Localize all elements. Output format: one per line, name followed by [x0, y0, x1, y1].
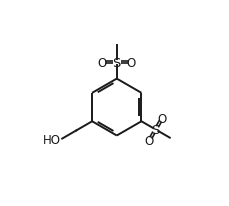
Text: HO: HO	[43, 133, 61, 146]
Text: O: O	[157, 113, 166, 125]
Text: O: O	[145, 134, 154, 147]
Text: O: O	[98, 56, 107, 69]
Text: S: S	[151, 123, 160, 136]
Text: O: O	[127, 56, 136, 69]
Text: S: S	[113, 56, 121, 69]
